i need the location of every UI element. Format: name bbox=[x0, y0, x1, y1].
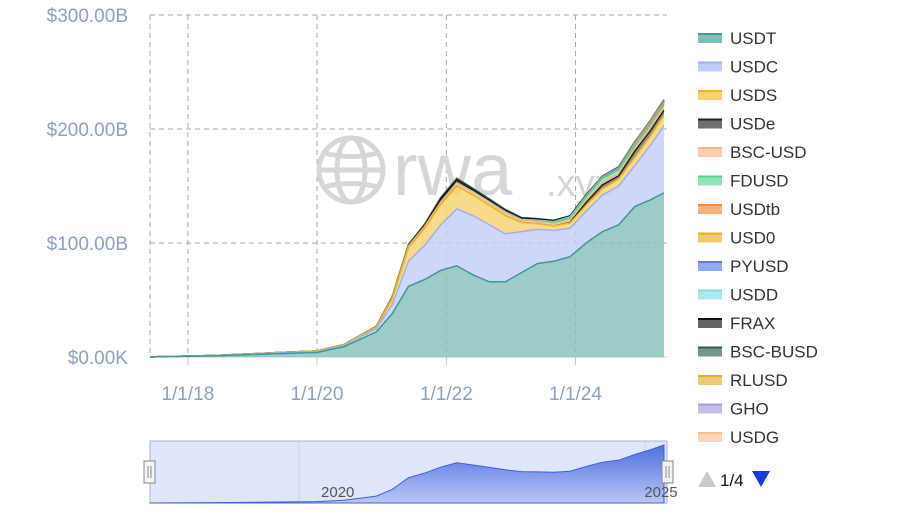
legend-label: RLUSD bbox=[730, 371, 788, 390]
range-navigator[interactable]: 2020 2025 bbox=[143, 440, 678, 504]
navigator-label: 2025 bbox=[644, 484, 677, 501]
legend-swatch bbox=[698, 232, 722, 243]
legend-label: USDtb bbox=[730, 200, 780, 219]
triangle-up-icon[interactable] bbox=[698, 471, 716, 487]
area-usdt bbox=[150, 192, 664, 357]
x-tick-label: 1/1/24 bbox=[549, 384, 602, 405]
legend-item-pyusd[interactable]: PYUSD bbox=[698, 257, 789, 276]
navigator-label: 2020 bbox=[321, 484, 354, 501]
legend-label: USDS bbox=[730, 86, 777, 105]
legend-label: USDD bbox=[730, 286, 778, 305]
y-tick-label: $200.00B bbox=[47, 120, 128, 141]
navigator-labels: 2020 2025 bbox=[321, 484, 678, 501]
legend-swatch bbox=[698, 289, 722, 300]
series-areas bbox=[149, 99, 665, 358]
legend-item-fdusd[interactable]: FDUSD bbox=[698, 172, 789, 191]
legend-item-usdtb[interactable]: USDtb bbox=[698, 200, 780, 219]
y-tick-label: $100.00B bbox=[47, 234, 128, 255]
legend-swatch bbox=[698, 403, 722, 414]
legend-swatch bbox=[698, 118, 722, 129]
legend-item-frax[interactable]: FRAX bbox=[698, 314, 775, 333]
legend-swatch bbox=[698, 432, 722, 442]
legend-item-bsc-busd[interactable]: BSC-BUSD bbox=[698, 343, 818, 362]
legend-item-gho[interactable]: GHO bbox=[698, 400, 769, 419]
legend-item-usdd[interactable]: USDD bbox=[698, 286, 778, 305]
legend-item-bsc-usd[interactable]: BSC-USD bbox=[698, 143, 807, 162]
watermark: rwa .xyz bbox=[316, 128, 614, 211]
x-tick-label: 1/1/18 bbox=[161, 384, 214, 405]
triangle-down-icon[interactable] bbox=[752, 471, 770, 487]
legend-item-usdc[interactable]: USDC bbox=[698, 58, 778, 77]
legend-label: PYUSD bbox=[730, 257, 789, 276]
legend-label: BSC-BUSD bbox=[730, 343, 818, 362]
legend-swatch bbox=[698, 204, 722, 214]
legend-label: GHO bbox=[730, 400, 769, 419]
navigator-handle-right[interactable] bbox=[661, 460, 674, 484]
legend-item-rlusd[interactable]: RLUSD bbox=[698, 371, 788, 390]
legend-item-usde[interactable]: USDe bbox=[698, 115, 775, 134]
x-tick-label: 1/1/20 bbox=[291, 384, 344, 405]
legend-label: USDT bbox=[730, 29, 776, 48]
legend-label: USDe bbox=[730, 115, 775, 134]
legend-swatch bbox=[698, 261, 722, 271]
legend-pager: 1/4 bbox=[698, 471, 770, 490]
navigator-handle-left[interactable] bbox=[143, 460, 156, 484]
y-tick-label: $0.00K bbox=[68, 348, 129, 369]
legend-swatch bbox=[698, 175, 722, 186]
legend-swatch bbox=[698, 346, 722, 357]
legend-label: FRAX bbox=[730, 314, 775, 333]
legend-swatch bbox=[698, 61, 722, 72]
legend-label: USDG bbox=[730, 428, 779, 447]
legend-page-indicator: 1/4 bbox=[720, 471, 744, 490]
legend-label: FDUSD bbox=[730, 172, 789, 191]
legend-item-usdg[interactable]: USDG bbox=[698, 428, 779, 447]
legend-item-usdt[interactable]: USDT bbox=[698, 29, 776, 48]
y-tick-label: $300.00B bbox=[47, 6, 128, 27]
legend-item-usds[interactable]: USDS bbox=[698, 86, 777, 105]
legend-label: USD0 bbox=[730, 229, 775, 248]
line-usdc bbox=[149, 125, 665, 358]
legend-swatch bbox=[698, 375, 722, 385]
legend-swatch bbox=[698, 147, 722, 157]
line-usdt bbox=[149, 192, 665, 358]
legend-label: BSC-USD bbox=[730, 143, 807, 162]
legend: USDT USDC USDS USDe BSC-USD FDUSD USDtb USD0 PYU… bbox=[698, 29, 818, 447]
y-axis-ticks: $0.00K $100.00B $200.00B $300.00B bbox=[47, 6, 129, 369]
navigator-series bbox=[149, 444, 665, 504]
legend-swatch bbox=[698, 33, 722, 43]
legend-swatch bbox=[698, 90, 722, 100]
x-axis-ticks: 1/1/18 1/1/20 1/1/22 1/1/24 bbox=[161, 384, 602, 405]
legend-item-usd0[interactable]: USD0 bbox=[698, 229, 775, 248]
area-usdc bbox=[150, 125, 664, 357]
globe-icon bbox=[316, 135, 386, 205]
x-tick-label: 1/1/22 bbox=[420, 384, 473, 405]
legend-label: USDC bbox=[730, 58, 778, 77]
legend-swatch bbox=[698, 318, 722, 328]
